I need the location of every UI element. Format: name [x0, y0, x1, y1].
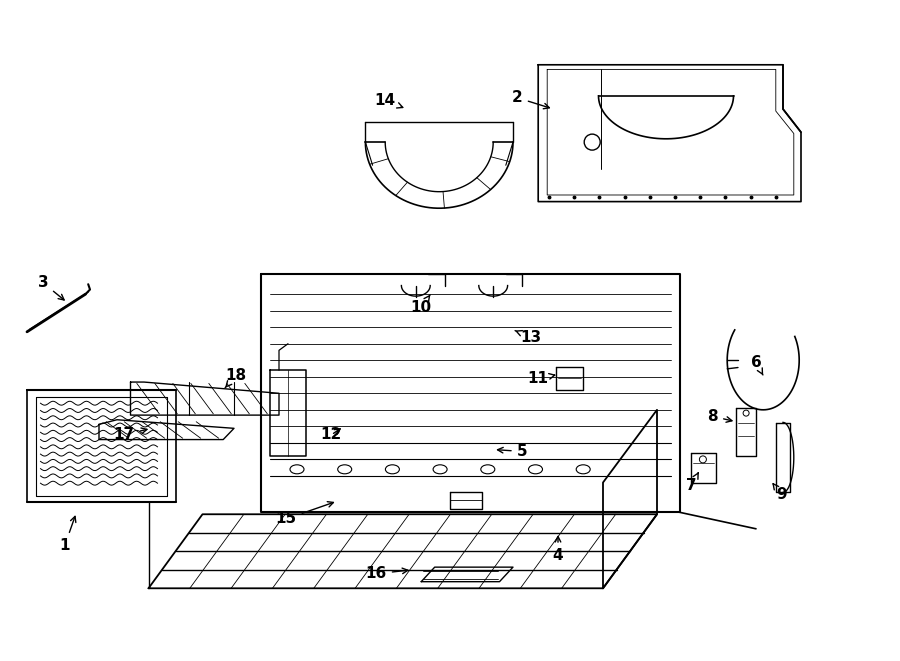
Text: 14: 14: [374, 93, 403, 108]
Text: 1: 1: [59, 516, 76, 553]
Text: 11: 11: [527, 371, 555, 386]
Text: 18: 18: [225, 368, 247, 388]
Text: 6: 6: [751, 355, 763, 375]
Text: 9: 9: [773, 484, 787, 502]
Text: 17: 17: [113, 428, 147, 442]
Text: 10: 10: [410, 295, 432, 315]
Text: 8: 8: [707, 409, 732, 424]
Text: 5: 5: [498, 444, 527, 459]
Text: 2: 2: [512, 91, 549, 109]
Text: 15: 15: [275, 502, 333, 526]
Text: 7: 7: [686, 473, 698, 493]
Text: 4: 4: [553, 537, 563, 563]
Text: 16: 16: [365, 566, 408, 581]
Text: 3: 3: [38, 276, 64, 300]
Text: 13: 13: [515, 330, 542, 344]
Text: 12: 12: [320, 428, 342, 442]
